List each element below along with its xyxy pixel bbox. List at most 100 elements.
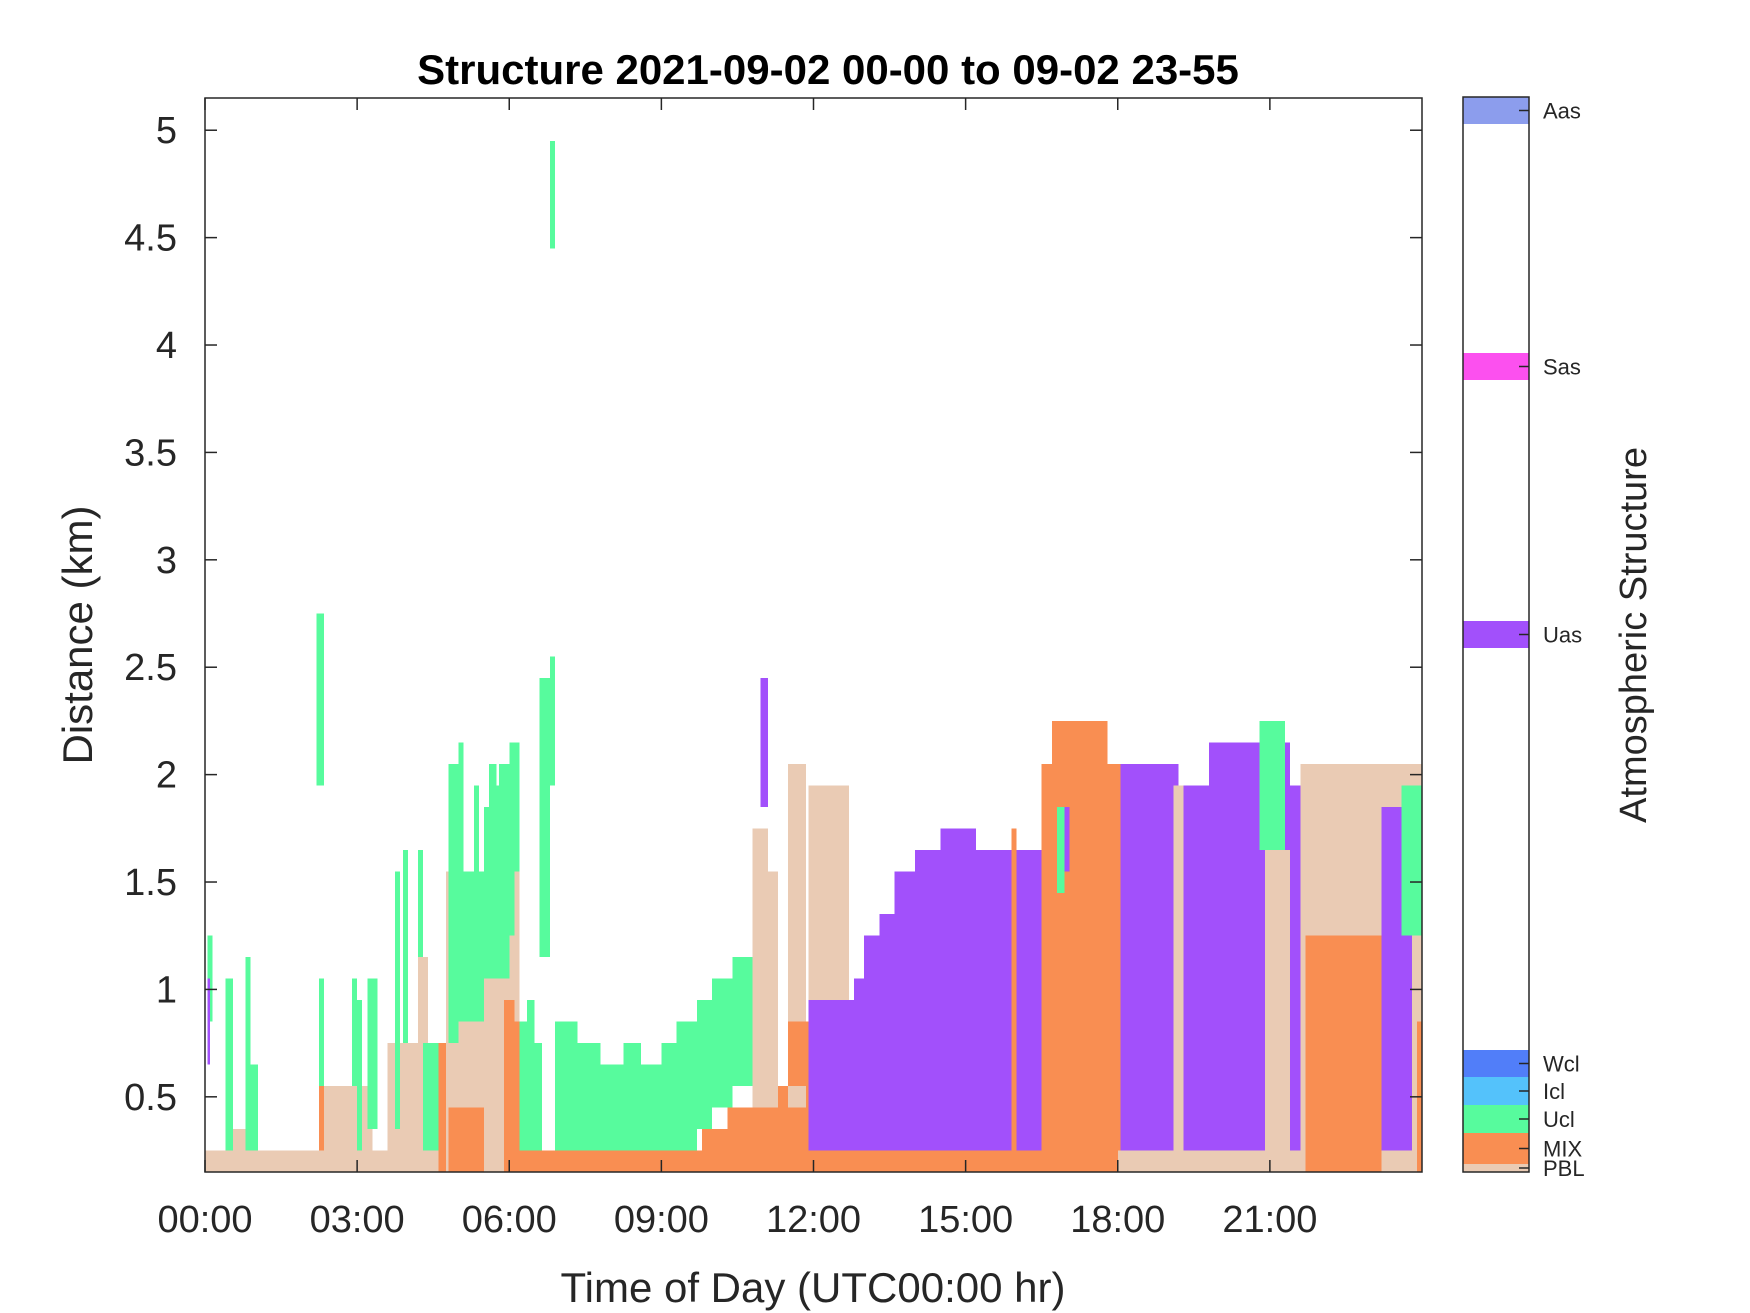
y-tick-label: 0.5 [124, 1077, 177, 1119]
colorbar-swatch-wcl [1463, 1050, 1529, 1077]
y-axis: 0.5 1 1.5 2 2.5 3 3.5 4 4.5 5 [124, 110, 1422, 1119]
cell-ucl [526, 1000, 535, 1044]
cell-mix [319, 1086, 325, 1151]
cell-ucl [316, 613, 325, 786]
cell-uas [894, 871, 915, 1151]
cell-ucl [732, 957, 753, 1087]
cell-uas [854, 978, 865, 1151]
colorbar-swatch-sas [1463, 353, 1529, 380]
cell-mix [438, 1043, 446, 1172]
y-tick-label: 2.5 [124, 647, 177, 689]
cell-mix [448, 1107, 484, 1172]
cell-mix [701, 1129, 728, 1172]
colorbar-swatch-icl [1463, 1077, 1529, 1105]
cell-uas [808, 1000, 855, 1151]
cell-ucl [623, 1043, 642, 1151]
cell-pbl [808, 785, 849, 1001]
cell-ucl [423, 1043, 439, 1151]
cell-ucl [417, 849, 424, 1044]
y-tick-label: 1.5 [124, 862, 177, 904]
y-tick-label: 1 [156, 969, 177, 1011]
cell-mix [514, 1150, 702, 1172]
cell-ucl [554, 1021, 578, 1151]
cell-pbl [1264, 849, 1291, 1151]
structure-cells [205, 140, 1422, 1172]
cell-ucl [661, 1043, 677, 1151]
cell-pbl [205, 1150, 449, 1172]
cell-ucl [225, 978, 233, 1151]
cell-uas [914, 849, 941, 1151]
cell-ucl [600, 1064, 624, 1151]
x-tick-label: 09:00 [614, 1199, 709, 1241]
cell-mix [808, 1150, 1118, 1172]
x-axis-label: Time of Day (UTC00:00 hr) [561, 1264, 1066, 1311]
cell-ucl [641, 1064, 662, 1151]
chart-title: Structure 2021-09-02 00-00 to 09-02 23-5… [417, 46, 1239, 93]
cell-ucl [207, 935, 213, 1022]
cell-ucl [448, 763, 459, 1044]
cell-ucl [367, 978, 378, 1130]
cell-uas [940, 828, 976, 1151]
colorbar-tick-label: PBL [1543, 1156, 1585, 1181]
cell-uas [207, 978, 211, 1065]
cell-ucl [352, 978, 358, 1087]
cell-ucl [549, 656, 555, 786]
x-tick-label: 03:00 [310, 1199, 405, 1241]
cell-uas [1064, 806, 1070, 872]
cell-uas [996, 849, 1042, 1151]
colorbar-swatch-ucl [1463, 1105, 1529, 1133]
colorbar-tick-label: Ucl [1543, 1107, 1575, 1132]
cell-ucl [456, 871, 484, 1022]
colorbar-swatch-aas [1463, 97, 1529, 124]
cell-mix [514, 1021, 520, 1151]
colorbar-tick-label: Wcl [1543, 1052, 1580, 1077]
x-tick-label: 06:00 [462, 1199, 557, 1241]
x-axis: 00:00 03:00 06:00 09:00 12:00 15:00 18:00 21:00 [157, 98, 1317, 1241]
cell-ucl [250, 1064, 259, 1151]
cell-ucl [509, 742, 520, 872]
x-tick-label: 18:00 [1070, 1199, 1165, 1241]
cell-mix [1041, 763, 1121, 1172]
cell-ucl [395, 871, 401, 1130]
cell-ucl [539, 677, 550, 958]
cell-ucl [712, 978, 733, 1108]
cell-ucl [458, 742, 464, 893]
cell-mix [788, 1021, 809, 1087]
y-tick-label: 5 [156, 110, 177, 152]
cell-ucl [1259, 720, 1286, 850]
cell-uas [864, 935, 880, 1151]
y-tick-label: 3 [156, 540, 177, 582]
cell-pbl [1173, 785, 1184, 1151]
cell-ucl [577, 1043, 601, 1151]
cell-ucl [1401, 785, 1422, 936]
y-tick-label: 2 [156, 755, 177, 797]
cell-ucl [473, 785, 479, 979]
x-tick-label: 00:00 [157, 1199, 252, 1241]
colorbar-swatch-pbl [1463, 1164, 1529, 1172]
cell-pbl [767, 871, 779, 1108]
y-tick-label: 3.5 [124, 432, 177, 474]
colorbar-swatch-uas [1463, 621, 1529, 648]
cell-uas [975, 849, 997, 1151]
cell-ucl [402, 849, 408, 1044]
cell-ucl [499, 763, 512, 893]
colorbar-tick-label: Sas [1543, 355, 1581, 380]
cell-ucl [519, 1021, 535, 1151]
cell-ucl [488, 763, 497, 850]
cell-ucl [319, 978, 325, 1087]
cell-ucl [245, 957, 251, 1151]
cell-mix [727, 1107, 753, 1172]
cell-uas [760, 677, 768, 807]
cell-ucl [676, 1021, 697, 1151]
cell-mix [504, 1000, 515, 1172]
cell-ucl [534, 1043, 543, 1151]
cell-mix [1011, 828, 1017, 1151]
cell-ucl [357, 1000, 363, 1151]
y-tick-label: 4 [156, 325, 177, 367]
cell-mix [1305, 935, 1382, 1172]
cell-uas [1120, 763, 1179, 1151]
colorbar-tick-label: Icl [1543, 1079, 1565, 1104]
colorbar-tick-label: Uas [1543, 623, 1582, 648]
